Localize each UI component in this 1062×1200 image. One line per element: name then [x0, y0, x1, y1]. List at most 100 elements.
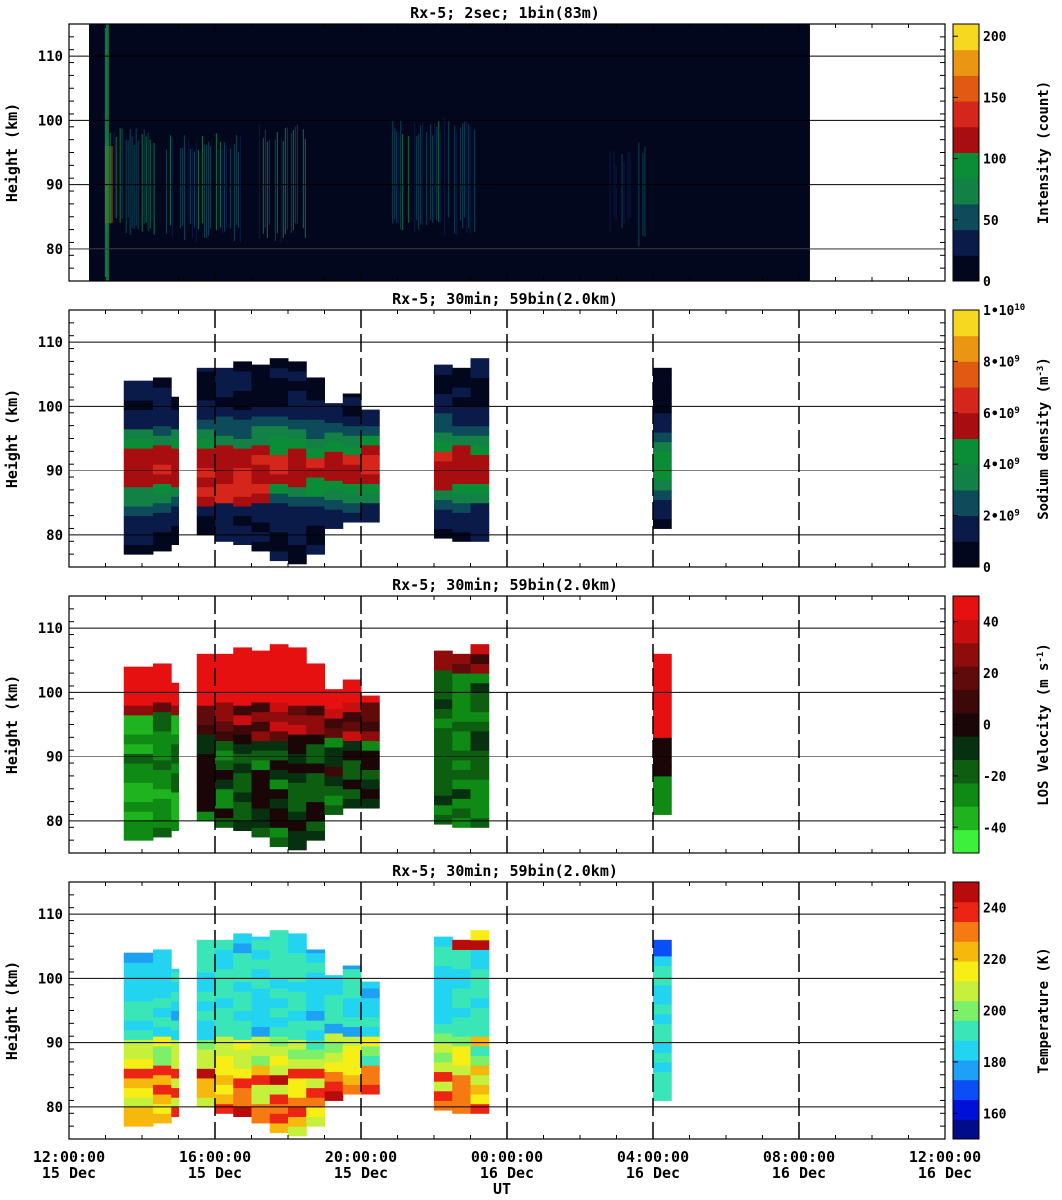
intensity-stripe [205, 144, 207, 238]
cell [470, 396, 490, 407]
cell [269, 930, 289, 941]
cell [452, 759, 471, 770]
colorbar-segment [953, 541, 979, 568]
cell [342, 788, 362, 799]
cell [361, 1065, 380, 1076]
cell [123, 952, 154, 963]
cell [452, 1055, 471, 1066]
cell [452, 788, 471, 799]
cell [361, 730, 380, 742]
panel-2: Rx-5; 30min; 59bin(2.0km) 80 90 100 110 Heigh… [3, 290, 1052, 576]
cell [251, 721, 271, 732]
cell [470, 817, 490, 828]
cell [434, 689, 453, 700]
cell [361, 493, 380, 504]
cell [251, 512, 271, 523]
colorbar-segment [953, 152, 979, 179]
cell [452, 692, 471, 703]
cell [324, 1071, 344, 1082]
cell [361, 1016, 380, 1028]
y-tick-label: 90 [46, 464, 63, 480]
intensity-stripe [266, 141, 268, 239]
cell [215, 396, 234, 407]
cell [288, 734, 307, 745]
cell [434, 393, 453, 404]
cell [233, 380, 252, 391]
intensity-stripe [171, 137, 173, 238]
cell [233, 428, 252, 439]
cell [361, 997, 380, 1008]
cell [171, 753, 179, 764]
cell [152, 997, 172, 1008]
data-layer [123, 358, 672, 565]
cell [288, 753, 307, 764]
colorbar-tick-label: -40 [983, 821, 1007, 836]
cell [342, 721, 362, 732]
cell [123, 505, 154, 517]
cell [215, 653, 234, 664]
cell [269, 682, 289, 693]
cell [196, 939, 216, 944]
panel-title: Rx-5; 30min; 59bin(2.0km) [392, 576, 618, 594]
axes: 80 90 100 110 Height (km) [3, 23, 946, 282]
cell [306, 390, 325, 401]
cell [269, 493, 289, 504]
colorbar-segment [953, 178, 979, 205]
data-layer [89, 24, 810, 281]
cell [653, 1013, 672, 1024]
y-axis-label: Height (km) [3, 389, 21, 488]
cell [269, 1016, 289, 1028]
cell [269, 531, 289, 542]
cell [233, 1020, 252, 1031]
cell [288, 1000, 307, 1011]
grid [69, 55, 945, 250]
cell [152, 531, 172, 542]
cell [324, 689, 344, 700]
cell [288, 505, 307, 517]
cell [171, 695, 179, 706]
cell [653, 422, 672, 433]
cell [251, 827, 271, 838]
cell [269, 1103, 289, 1114]
cell [269, 798, 289, 809]
intensity-stripe [109, 132, 111, 224]
cell [196, 782, 216, 793]
cell [306, 676, 325, 687]
intensity-stripe [233, 144, 235, 241]
cell [470, 644, 490, 655]
cell [324, 708, 344, 719]
colorbar-tick-label: 220 [983, 953, 1007, 968]
y-tick-label: 100 [38, 113, 63, 129]
cell [470, 387, 490, 398]
cell [470, 1026, 490, 1037]
cell [653, 441, 672, 452]
cell [288, 695, 307, 706]
intensity-stripe [456, 132, 458, 235]
cell [342, 1036, 362, 1047]
colorbar-segment [953, 361, 979, 388]
cell [342, 965, 362, 970]
colorbar-tick-label: 50 [983, 214, 999, 229]
cell [452, 779, 471, 790]
cell [324, 489, 344, 501]
cell [452, 493, 471, 504]
colorbar-tick-label: 20 [983, 667, 999, 682]
cell [342, 416, 362, 427]
cell [653, 451, 672, 462]
cell [361, 779, 380, 790]
cell [342, 444, 362, 456]
x-tick-label-time: 08:00:00 [763, 1148, 835, 1166]
colorbar-segment [953, 412, 979, 439]
cell [434, 1081, 453, 1092]
cell [269, 483, 289, 494]
cell [653, 946, 672, 957]
cell [361, 695, 380, 703]
cell [288, 361, 307, 372]
cell [215, 406, 234, 417]
cell [251, 416, 271, 427]
cell [123, 962, 154, 973]
cell [452, 730, 471, 742]
cell [288, 830, 307, 841]
cell [452, 406, 471, 417]
cell [434, 460, 453, 472]
